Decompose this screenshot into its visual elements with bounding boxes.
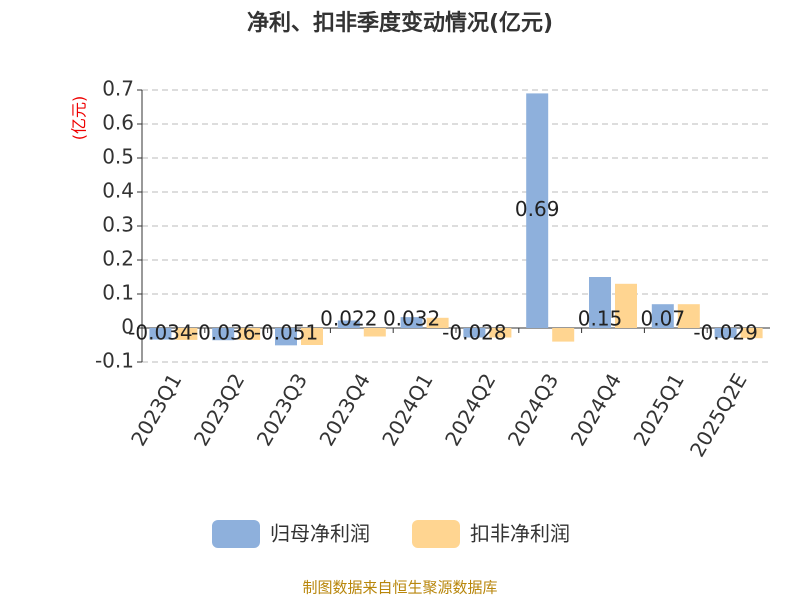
bar — [149, 328, 172, 340]
x-tick-label: 2024Q4 — [566, 369, 626, 450]
y-tick-label: 0.4 — [102, 179, 134, 203]
x-tick-label: 2025Q1 — [628, 369, 688, 450]
bar — [651, 304, 674, 328]
y-tick-label: 0.3 — [102, 213, 134, 237]
x-tick-label: 2024Q1 — [377, 369, 437, 450]
data-label: -0.051 — [254, 321, 318, 345]
y-axis-label: (亿元) — [70, 96, 89, 141]
y-tick-label: 0.6 — [102, 111, 134, 135]
y-tick-label: 0.5 — [102, 145, 134, 169]
x-tick-label: 2023Q2 — [189, 369, 249, 450]
legend-swatch — [212, 520, 260, 548]
y-tick-label: -0.1 — [95, 349, 134, 373]
legend-label: 归母净利润 — [270, 522, 370, 546]
data-label: -0.034 — [128, 321, 192, 345]
bar — [552, 328, 575, 342]
data-label: 0.07 — [641, 307, 686, 331]
bar — [615, 283, 637, 328]
legend-swatch — [412, 520, 460, 548]
data-label: -0.029 — [693, 321, 757, 345]
bar — [589, 277, 611, 328]
x-tick-label: 2023Q3 — [252, 369, 312, 450]
data-label: -0.028 — [442, 321, 506, 345]
y-tick-label: 0.2 — [102, 247, 134, 271]
bar — [337, 320, 360, 328]
bar — [489, 328, 512, 338]
bar — [740, 328, 763, 339]
x-tick-label: 2025Q2E — [685, 369, 752, 461]
data-label: 0.022 — [320, 307, 377, 331]
x-tick-label: 2024Q3 — [503, 369, 563, 450]
data-label: 0.15 — [578, 307, 623, 331]
bar — [275, 328, 297, 346]
bar — [426, 317, 449, 328]
y-tick-label: 0.7 — [102, 77, 134, 101]
data-label: -0.036 — [191, 321, 255, 345]
x-tick-label: 2023Q1 — [126, 369, 186, 450]
data-label: 0.032 — [383, 307, 440, 331]
chart-title: 净利、扣非季度变动情况(亿元) — [247, 10, 553, 36]
bar — [363, 328, 386, 337]
bar — [714, 328, 737, 338]
bar — [301, 328, 323, 345]
legend-label: 扣非净利润 — [470, 522, 570, 546]
bar — [212, 328, 235, 341]
bar — [175, 328, 198, 340]
data-label: 0.69 — [515, 197, 560, 221]
bar — [400, 317, 423, 328]
y-tick-label: 0 — [121, 315, 134, 339]
bar — [677, 304, 700, 328]
x-tick-label: 2024Q2 — [440, 369, 500, 450]
bar — [463, 328, 486, 338]
y-tick-label: 0.1 — [102, 281, 134, 305]
source-note: 制图数据来自恒生聚源数据库 — [302, 579, 497, 597]
x-tick-label: 2023Q4 — [314, 369, 374, 450]
bar — [238, 328, 261, 340]
bar — [526, 93, 549, 329]
